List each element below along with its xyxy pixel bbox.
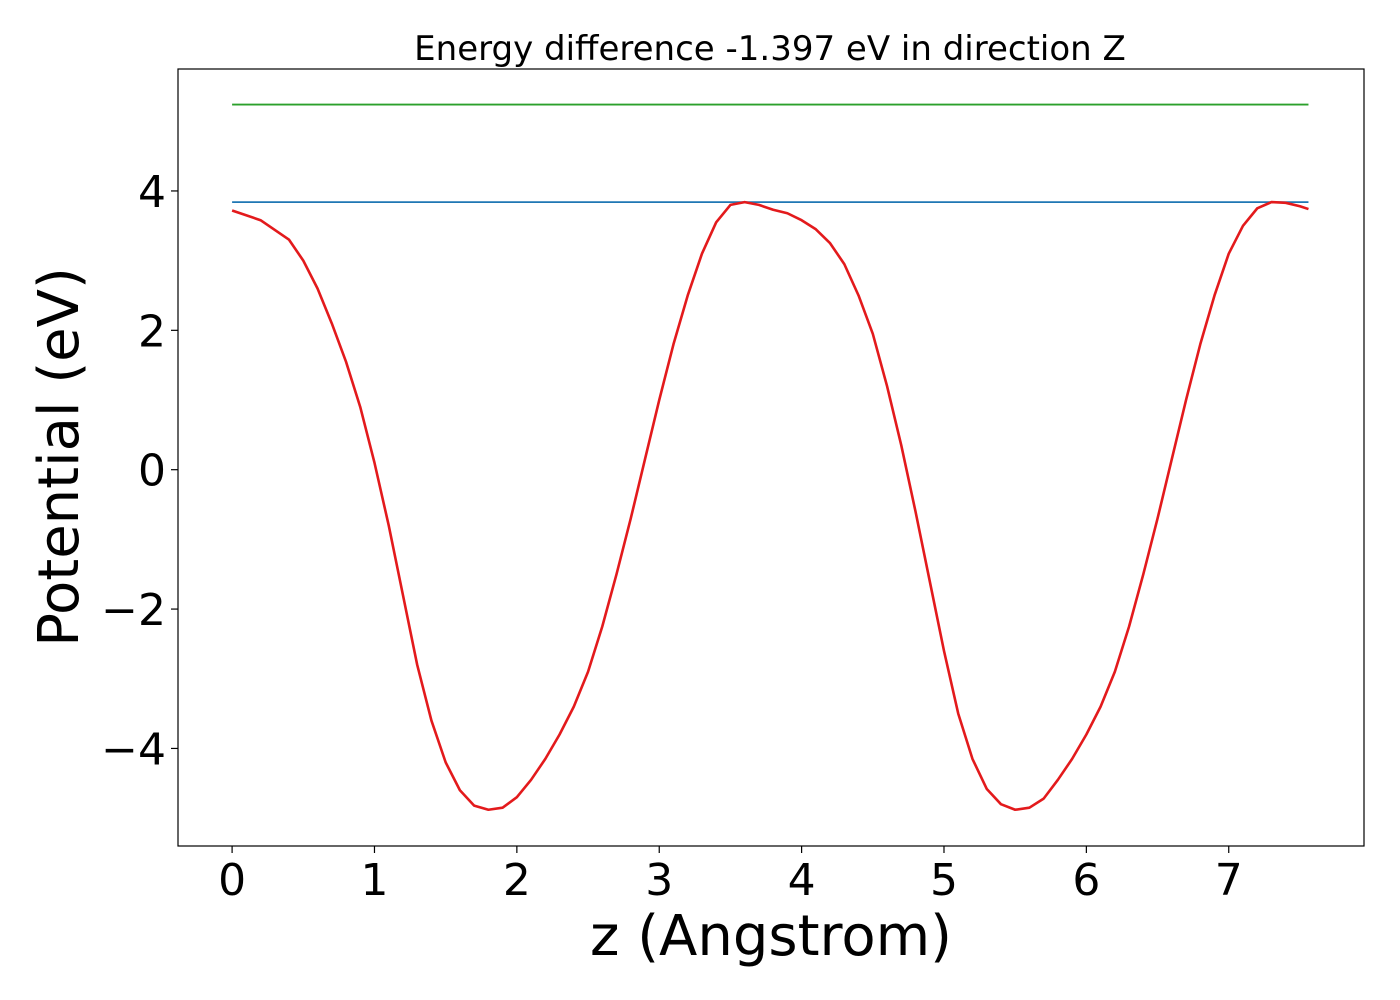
series-line-3 [231, 200, 1309, 812]
y-axis-label: Potential (eV) [27, 267, 92, 647]
x-tick-label: 2 [503, 855, 531, 906]
y-axis-ticks: −4 −2 0 2 4 [101, 167, 178, 775]
x-tick-label: 6 [1072, 855, 1100, 906]
y-tick-label: 0 [138, 446, 166, 497]
y-tick-label: −2 [101, 585, 166, 636]
y-tick-label: 2 [138, 306, 166, 357]
x-tick-label: 7 [1215, 855, 1243, 906]
series-group [231, 103, 1309, 812]
chart-title: Energy difference -1.397 eV in direction… [414, 29, 1126, 69]
y-tick-label: 4 [138, 167, 166, 218]
x-tick-label: 0 [218, 855, 246, 906]
x-tick-label: 5 [930, 855, 958, 906]
y-tick-label: −4 [101, 724, 166, 775]
x-axis-label: z (Angstrom) [590, 904, 952, 969]
plot-area [231, 103, 1309, 812]
x-axis-ticks: 0 1 2 3 4 5 6 7 [218, 846, 1243, 906]
x-tick-label: 1 [360, 855, 388, 906]
x-tick-label: 4 [788, 855, 816, 906]
x-tick-label: 3 [645, 855, 673, 906]
plot-frame [177, 68, 1365, 847]
